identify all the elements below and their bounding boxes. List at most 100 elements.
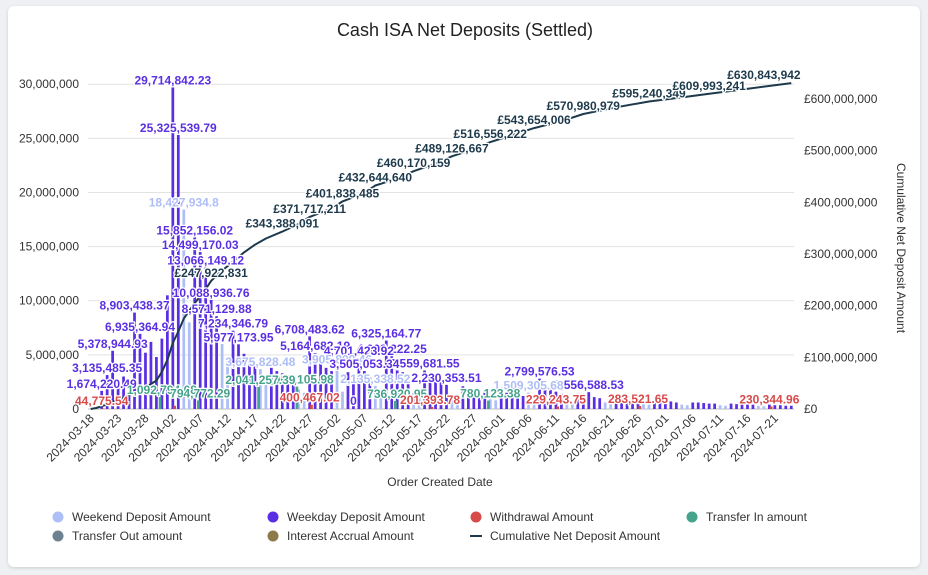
bar-weekday[interactable]: [390, 355, 394, 409]
bar-weekday[interactable]: [144, 352, 147, 409]
bar-weekday[interactable]: [406, 375, 410, 409]
bar-weekday[interactable]: [384, 340, 388, 409]
bar-weekday[interactable]: [368, 377, 372, 409]
bar-transfer_in[interactable]: [158, 397, 162, 409]
bar-weekday[interactable]: [778, 405, 782, 409]
bar-weekday[interactable]: [100, 390, 104, 409]
bar-weekday[interactable]: [209, 299, 213, 409]
bar-weekday[interactable]: [122, 376, 125, 409]
bar-weekday[interactable]: [521, 396, 525, 409]
bar-weekday[interactable]: [560, 393, 563, 409]
bar-weekend[interactable]: [724, 405, 727, 409]
bar-weekday[interactable]: [669, 401, 673, 409]
bar-weekend[interactable]: [565, 401, 569, 409]
bar-weekday[interactable]: [505, 392, 509, 409]
bar-weekend[interactable]: [379, 394, 383, 409]
bar-weekend[interactable]: [570, 402, 574, 409]
bar-weekend[interactable]: [532, 401, 536, 409]
bar-weekday[interactable]: [138, 333, 142, 409]
bar-weekday[interactable]: [620, 399, 623, 409]
bar-weekend[interactable]: [718, 405, 722, 409]
bar-weekend[interactable]: [757, 405, 760, 409]
bar-weekend[interactable]: [226, 360, 229, 409]
bar-weekend[interactable]: [527, 392, 530, 409]
bar-weekday[interactable]: [105, 375, 109, 409]
bar-weekday[interactable]: [242, 353, 246, 409]
bar-weekday[interactable]: [428, 376, 432, 409]
bar-weekend[interactable]: [302, 392, 306, 409]
bar-weekday[interactable]: [439, 380, 443, 409]
bar-weekday[interactable]: [477, 390, 481, 409]
bar-weekday[interactable]: [215, 316, 218, 409]
bar-withdrawal[interactable]: [173, 405, 176, 409]
bar-weekday[interactable]: [631, 400, 634, 409]
bar-weekday[interactable]: [149, 341, 153, 409]
bar-weekday[interactable]: [789, 405, 793, 409]
bar-weekday[interactable]: [133, 312, 136, 409]
bar-weekday[interactable]: [598, 398, 602, 409]
bar-weekday[interactable]: [549, 388, 552, 409]
bar-weekday[interactable]: [116, 385, 120, 409]
bar-weekday[interactable]: [740, 404, 744, 409]
bar-weekday[interactable]: [713, 403, 717, 409]
legend-item[interactable]: Weekend Deposit Amount: [52, 510, 212, 524]
bar-withdrawal[interactable]: [556, 406, 560, 409]
legend[interactable]: Weekend Deposit Amount Weekday Deposit Am…: [52, 510, 808, 543]
bar-weekend[interactable]: [417, 397, 421, 409]
bar-withdrawal[interactable]: [430, 406, 434, 409]
bar-weekday[interactable]: [171, 87, 175, 409]
bar-weekday[interactable]: [363, 371, 366, 409]
bar-weekend[interactable]: [680, 404, 684, 409]
bar-weekday[interactable]: [357, 358, 361, 409]
bar-weekday[interactable]: [592, 397, 596, 409]
bar-weekday[interactable]: [313, 353, 317, 409]
bar-transfer_in[interactable]: [487, 400, 490, 409]
bar-weekday[interactable]: [472, 389, 476, 409]
bar-weekday[interactable]: [746, 404, 749, 409]
bar-weekday[interactable]: [231, 330, 235, 409]
bar-weekday[interactable]: [483, 391, 487, 409]
bar-weekday[interactable]: [674, 402, 678, 409]
bar-weekday[interactable]: [461, 386, 465, 409]
legend-item[interactable]: Withdrawal Amount: [470, 510, 595, 524]
bar-weekend[interactable]: [259, 369, 262, 409]
bar-weekend[interactable]: [642, 403, 645, 409]
bar-weekday[interactable]: [176, 134, 180, 409]
bar-weekend[interactable]: [220, 344, 224, 409]
bar-weekday[interactable]: [543, 385, 547, 409]
bar-weekday[interactable]: [324, 367, 328, 409]
bar-weekday[interactable]: [653, 400, 656, 409]
bar-weekday[interactable]: [664, 401, 667, 409]
bar-weekday[interactable]: [735, 404, 738, 409]
bar-weekday[interactable]: [155, 357, 158, 409]
bar-weekend[interactable]: [603, 402, 607, 409]
bar-weekday[interactable]: [346, 372, 350, 409]
bar-weekday[interactable]: [696, 402, 700, 409]
bar-weekday[interactable]: [275, 371, 279, 409]
bar-withdrawal[interactable]: [310, 404, 313, 409]
bar-weekday[interactable]: [330, 371, 333, 409]
bar-weekday[interactable]: [423, 370, 426, 409]
bar-weekend[interactable]: [685, 405, 689, 409]
bar-weekday[interactable]: [401, 372, 405, 409]
bar-withdrawal[interactable]: [638, 405, 642, 409]
bar-weekday[interactable]: [291, 376, 295, 409]
bar-weekend[interactable]: [450, 396, 454, 409]
bar-weekend[interactable]: [297, 389, 301, 409]
bar-weekend[interactable]: [341, 391, 344, 409]
bar-weekday[interactable]: [237, 344, 240, 409]
legend-item[interactable]: Interest Accrual Amount: [267, 529, 415, 543]
bar-weekday[interactable]: [636, 400, 640, 409]
bar-weekday[interactable]: [127, 392, 131, 409]
bar-transfer_in[interactable]: [295, 386, 299, 409]
bar-weekday[interactable]: [319, 361, 322, 409]
bar-weekday[interactable]: [768, 404, 771, 409]
bar-weekend[interactable]: [762, 406, 766, 409]
bar-weekend[interactable]: [494, 400, 498, 409]
legend-item[interactable]: Cumulative Net Deposit Amount: [470, 529, 661, 543]
legend-item[interactable]: Transfer Out amount: [52, 529, 183, 543]
bar-weekend[interactable]: [488, 399, 492, 409]
bar-weekday[interactable]: [286, 375, 290, 409]
bar-weekday[interactable]: [773, 405, 777, 409]
bar-weekend[interactable]: [182, 209, 186, 409]
